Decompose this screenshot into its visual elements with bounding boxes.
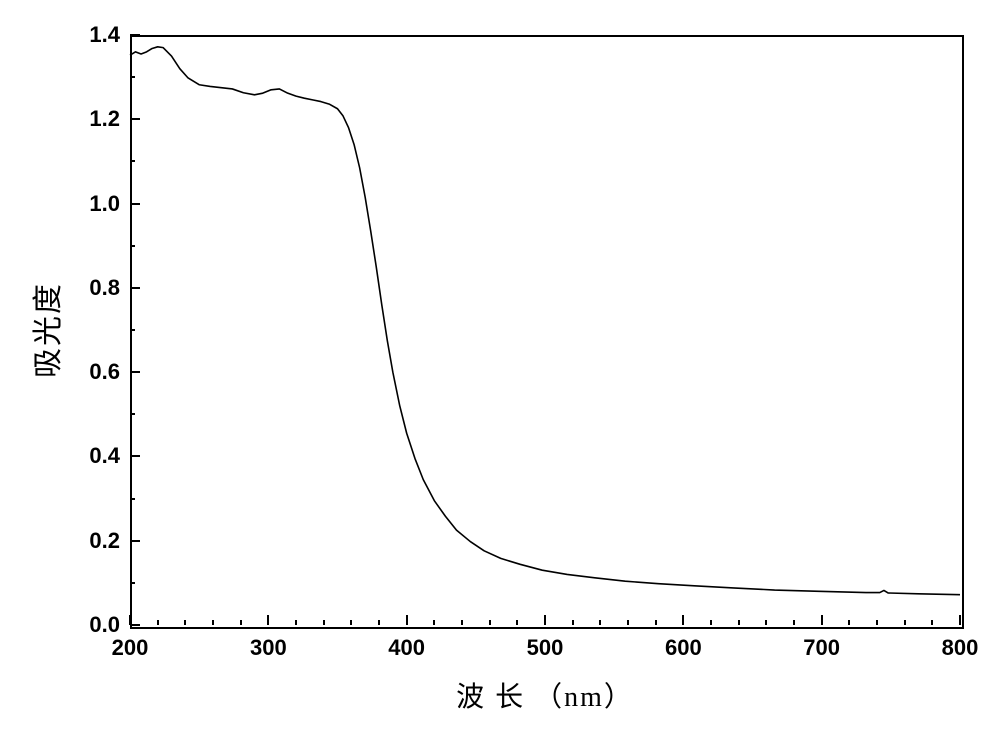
y-tick-minor	[130, 498, 135, 500]
x-tick-minor	[433, 620, 435, 625]
x-tick-major	[682, 615, 684, 625]
y-tick-label: 1.0	[89, 191, 120, 217]
x-tick-minor	[710, 620, 712, 625]
x-tick-major	[959, 615, 961, 625]
x-tick-minor	[461, 620, 463, 625]
y-tick-label: 0.4	[89, 443, 120, 469]
x-tick-label: 200	[112, 635, 149, 661]
y-tick-minor	[130, 160, 135, 162]
y-tick-major	[130, 371, 140, 373]
y-axis-label: 吸光度	[23, 282, 67, 378]
y-tick-minor	[130, 329, 135, 331]
x-tick-label: 400	[388, 635, 425, 661]
y-tick-major	[130, 624, 140, 626]
y-tick-minor	[130, 582, 135, 584]
x-tick-minor	[516, 620, 518, 625]
y-tick-label: 0.6	[89, 359, 120, 385]
x-tick-minor	[848, 620, 850, 625]
x-tick-minor	[572, 620, 574, 625]
x-tick-minor	[323, 620, 325, 625]
y-tick-minor	[130, 76, 135, 78]
y-tick-major	[130, 540, 140, 542]
x-tick-minor	[295, 620, 297, 625]
x-tick-minor	[184, 620, 186, 625]
x-tick-minor	[738, 620, 740, 625]
x-tick-minor	[489, 620, 491, 625]
y-tick-minor	[130, 245, 135, 247]
x-tick-major	[267, 615, 269, 625]
y-tick-label: 1.4	[89, 22, 120, 48]
x-tick-minor	[378, 620, 380, 625]
x-tick-minor	[240, 620, 242, 625]
x-tick-minor	[627, 620, 629, 625]
y-tick-label: 0.0	[89, 612, 120, 638]
x-tick-minor	[212, 620, 214, 625]
x-tick-label: 600	[665, 635, 702, 661]
x-tick-minor	[793, 620, 795, 625]
x-tick-major	[544, 615, 546, 625]
x-tick-minor	[876, 620, 878, 625]
y-tick-minor	[130, 413, 135, 415]
y-tick-major	[130, 203, 140, 205]
x-tick-label: 800	[942, 635, 979, 661]
x-tick-minor	[655, 620, 657, 625]
y-tick-major	[130, 34, 140, 36]
x-tick-label: 500	[527, 635, 564, 661]
x-tick-major	[821, 615, 823, 625]
x-axis-label: 波 长 （nm）	[456, 675, 634, 715]
x-tick-minor	[599, 620, 601, 625]
y-tick-label: 0.8	[89, 275, 120, 301]
x-tick-minor	[765, 620, 767, 625]
y-tick-label: 0.2	[89, 528, 120, 554]
absorbance-curve	[0, 0, 1000, 747]
x-tick-label: 300	[250, 635, 287, 661]
y-tick-label: 1.2	[89, 106, 120, 132]
x-tick-minor	[931, 620, 933, 625]
x-tick-label: 700	[803, 635, 840, 661]
x-tick-major	[406, 615, 408, 625]
x-tick-minor	[350, 620, 352, 625]
y-tick-major	[130, 118, 140, 120]
x-tick-minor	[157, 620, 159, 625]
y-tick-major	[130, 287, 140, 289]
y-tick-major	[130, 455, 140, 457]
x-tick-minor	[904, 620, 906, 625]
uv-vis-chart: 波 长 （nm） 吸光度 200 300 400 500 600 700 800 0.0 0.2…	[0, 0, 1000, 747]
